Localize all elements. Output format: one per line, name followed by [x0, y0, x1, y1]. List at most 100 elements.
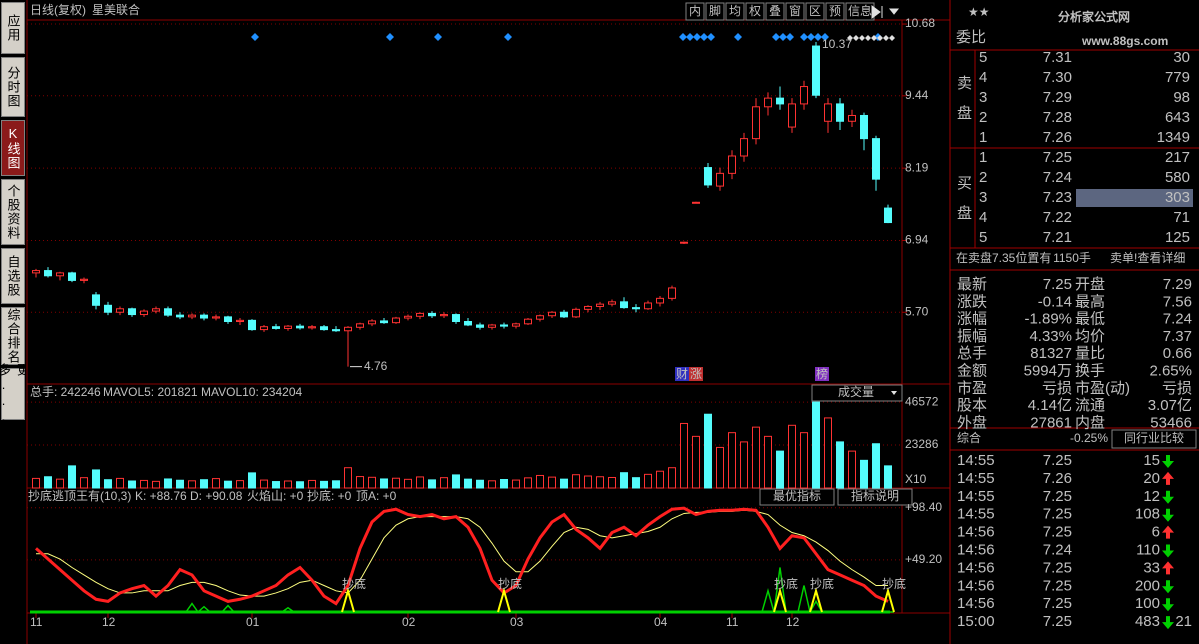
trade-time: 14:56	[957, 524, 995, 541]
candle-body	[32, 270, 40, 274]
volume-bar	[332, 480, 340, 489]
candle-body	[92, 294, 100, 306]
side-tab[interactable]: 应用	[1, 2, 25, 54]
side-tab[interactable]: K线图	[1, 120, 25, 176]
candle-body	[680, 241, 688, 244]
candle-body	[272, 326, 280, 329]
book-level: 4	[979, 69, 987, 86]
toolbar-button[interactable]	[725, 2, 745, 21]
trade-time: 14:55	[957, 470, 995, 487]
volume-bar	[776, 450, 784, 489]
toolbar-button-label: 叠	[769, 4, 781, 18]
candle-body	[620, 301, 628, 309]
volume-bar	[860, 459, 868, 489]
trade-time: 14:56	[957, 577, 995, 594]
quote-value: 7.56	[1163, 293, 1192, 310]
quote-label: 外盘	[957, 413, 987, 431]
signal-label: 抄底	[774, 576, 798, 591]
volume-bar	[248, 472, 256, 489]
book-price: 7.26	[1043, 129, 1072, 146]
volume-bar	[296, 481, 304, 489]
signal-diamond	[772, 33, 780, 41]
book-level: 5	[979, 229, 987, 246]
candle-body	[464, 321, 472, 326]
flame-spike	[797, 585, 811, 613]
book-volume: 217	[1165, 149, 1190, 166]
candle-body	[872, 138, 880, 180]
signal-diamond	[434, 33, 442, 41]
trade-volume: 100	[1135, 595, 1160, 612]
indicator-header: K: +88.76	[135, 489, 187, 503]
quote-label: 最低	[1075, 311, 1105, 328]
indicator-button[interactable]	[759, 488, 835, 506]
trade-time: 15:00	[957, 613, 995, 630]
compare-button[interactable]	[1111, 429, 1197, 449]
badge	[689, 367, 703, 381]
signal-diamond	[877, 35, 883, 41]
trade-time: 14:55	[957, 452, 995, 469]
candle-body	[824, 103, 832, 122]
toolbar-button[interactable]	[785, 2, 805, 21]
signal-label: 抄底	[498, 576, 522, 591]
candle-body	[740, 138, 748, 157]
toolbar-button[interactable]	[705, 2, 725, 21]
signal-diamond	[734, 33, 742, 41]
toolbar-button[interactable]	[805, 2, 825, 21]
side-tab[interactable]: 分时图	[1, 57, 25, 117]
trade-price: 7.25	[1043, 488, 1072, 505]
signal-label: 抄底	[810, 576, 834, 591]
side-tab[interactable]: 个股资料	[1, 179, 25, 245]
volume-selector[interactable]	[811, 384, 903, 402]
volume-bar	[416, 476, 424, 489]
candle-body	[380, 320, 388, 324]
buy-signal	[809, 587, 823, 613]
volume-bar	[116, 477, 124, 489]
candle-body	[368, 320, 376, 325]
side-tab[interactable]: 综合排名	[1, 307, 25, 365]
quote-value: -0.14	[1038, 293, 1072, 310]
toolbar-button[interactable]	[745, 2, 765, 21]
quote-value: 7.29	[1163, 276, 1192, 293]
volume-bar	[632, 477, 640, 489]
quote-label: 总手	[957, 345, 987, 362]
y-tick-label: 23286	[905, 437, 939, 451]
quote-label: 振幅	[957, 328, 987, 345]
side-tab[interactable]: 自选股	[1, 248, 25, 304]
toolbar-button[interactable]	[685, 2, 705, 21]
candle-body	[656, 297, 664, 304]
volume-bar	[836, 441, 844, 489]
indicator-button[interactable]	[837, 488, 913, 506]
book-volume: 71	[1173, 209, 1190, 226]
volume-bar	[548, 476, 556, 489]
candle-body	[248, 319, 256, 331]
badge-label: 财	[676, 367, 688, 381]
book-price: 7.30	[1043, 69, 1072, 86]
volume-bar	[656, 470, 664, 489]
trade-arrow	[1162, 455, 1174, 468]
signal-diamond	[800, 33, 808, 41]
candle-body	[104, 304, 112, 313]
selected-cell	[1076, 189, 1193, 207]
x-tick-label: 12	[786, 615, 800, 629]
indicator-header: 抄底逃顶王有(10,3)	[28, 488, 131, 503]
trade-arrow	[1162, 598, 1174, 612]
y-tick-label: +49.20	[905, 552, 942, 566]
x-tick-label: 04	[654, 615, 668, 629]
buy-label: 盘	[957, 204, 972, 222]
trade-price: 7.25	[1043, 595, 1072, 612]
signal-diamond	[807, 33, 815, 41]
badge-label: 涨	[690, 366, 702, 381]
logo-stars: ★★	[968, 5, 990, 19]
toolbar-button[interactable]	[825, 2, 845, 21]
toolbar-button[interactable]	[765, 2, 785, 21]
indicator-header: 顶A: +0	[356, 489, 397, 503]
signal-diamond	[859, 35, 865, 41]
trade-price: 7.25	[1043, 613, 1072, 630]
candle-body	[476, 324, 484, 328]
trade-price: 7.25	[1043, 506, 1072, 523]
volume-bar	[284, 480, 292, 489]
trade-volume: 12	[1143, 488, 1160, 505]
volume-bar	[620, 472, 628, 489]
trade-time: 14:56	[957, 559, 995, 576]
